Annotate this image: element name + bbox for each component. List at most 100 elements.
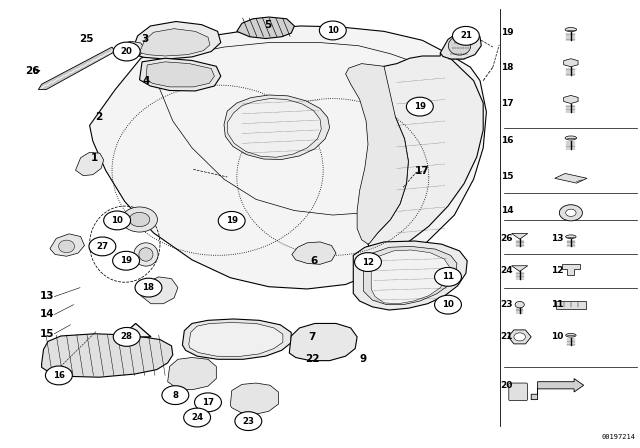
Text: 19: 19 — [414, 102, 426, 111]
Text: 26: 26 — [25, 66, 39, 76]
Text: 10: 10 — [442, 300, 454, 309]
Circle shape — [122, 207, 157, 232]
Text: 3: 3 — [141, 34, 149, 44]
Ellipse shape — [448, 36, 471, 55]
Polygon shape — [224, 95, 330, 159]
Text: 16: 16 — [500, 136, 513, 145]
Polygon shape — [346, 64, 408, 244]
Text: 23: 23 — [500, 300, 513, 309]
Text: 18: 18 — [143, 283, 154, 292]
Circle shape — [515, 302, 524, 308]
Ellipse shape — [565, 136, 577, 140]
Text: 28: 28 — [121, 332, 132, 341]
Circle shape — [514, 333, 525, 341]
Ellipse shape — [134, 243, 158, 266]
Circle shape — [406, 97, 433, 116]
Polygon shape — [38, 47, 115, 90]
Polygon shape — [182, 319, 291, 359]
Polygon shape — [292, 242, 336, 264]
Text: 13: 13 — [550, 234, 563, 243]
Polygon shape — [289, 323, 357, 361]
Text: 27: 27 — [97, 242, 108, 251]
Text: 15: 15 — [40, 329, 54, 339]
Polygon shape — [114, 41, 145, 58]
Text: 6: 6 — [310, 256, 317, 266]
Text: 24: 24 — [500, 266, 513, 275]
Circle shape — [104, 211, 131, 230]
Circle shape — [113, 251, 140, 270]
Polygon shape — [76, 152, 104, 176]
Polygon shape — [189, 323, 283, 357]
Polygon shape — [564, 59, 578, 67]
Polygon shape — [227, 99, 321, 157]
Polygon shape — [556, 301, 586, 309]
FancyBboxPatch shape — [509, 383, 527, 401]
Text: 20: 20 — [121, 47, 132, 56]
Text: 23: 23 — [243, 417, 254, 426]
Text: 22: 22 — [305, 354, 319, 364]
Ellipse shape — [566, 235, 576, 238]
Polygon shape — [237, 17, 294, 39]
Polygon shape — [168, 358, 216, 390]
Polygon shape — [440, 31, 481, 59]
Text: 13: 13 — [40, 291, 54, 301]
Polygon shape — [511, 266, 528, 271]
Circle shape — [184, 408, 211, 427]
Polygon shape — [531, 379, 584, 400]
Text: 15: 15 — [500, 172, 513, 181]
Text: 10: 10 — [550, 332, 563, 341]
Text: 21: 21 — [500, 332, 513, 341]
Circle shape — [355, 253, 381, 271]
Ellipse shape — [565, 27, 577, 31]
Ellipse shape — [139, 248, 153, 261]
Polygon shape — [131, 22, 221, 59]
Circle shape — [435, 295, 461, 314]
Circle shape — [113, 42, 140, 61]
Text: 21: 21 — [460, 31, 472, 40]
Polygon shape — [362, 53, 483, 251]
Circle shape — [319, 21, 346, 40]
Text: 00197214: 00197214 — [602, 434, 636, 440]
Text: 9: 9 — [360, 354, 367, 364]
Text: 25: 25 — [79, 34, 93, 44]
Text: 19: 19 — [120, 256, 132, 265]
Circle shape — [113, 327, 140, 346]
Polygon shape — [50, 234, 84, 256]
Text: 26: 26 — [500, 234, 513, 243]
Text: 4: 4 — [142, 76, 150, 86]
Text: 1: 1 — [91, 153, 99, 163]
Polygon shape — [511, 233, 528, 239]
Circle shape — [566, 209, 576, 216]
Ellipse shape — [59, 240, 74, 253]
Text: 7: 7 — [308, 332, 316, 342]
Text: 19: 19 — [226, 216, 237, 225]
Circle shape — [135, 278, 162, 297]
Text: 11: 11 — [550, 300, 563, 309]
Text: !: ! — [134, 330, 137, 335]
Circle shape — [162, 386, 189, 405]
Text: 10: 10 — [111, 216, 123, 225]
Polygon shape — [230, 383, 278, 414]
Circle shape — [218, 211, 245, 230]
Polygon shape — [364, 246, 457, 305]
Text: 5: 5 — [264, 20, 271, 30]
Text: 11: 11 — [442, 272, 454, 281]
Text: 2: 2 — [95, 112, 103, 122]
Polygon shape — [555, 173, 587, 183]
Circle shape — [435, 267, 461, 286]
Polygon shape — [508, 330, 531, 344]
Circle shape — [89, 237, 116, 256]
Polygon shape — [564, 95, 578, 103]
Text: 18: 18 — [500, 63, 513, 72]
Text: 17: 17 — [500, 99, 513, 108]
Circle shape — [235, 412, 262, 431]
Circle shape — [195, 393, 221, 412]
Polygon shape — [120, 323, 151, 337]
Polygon shape — [353, 241, 467, 310]
Text: 17: 17 — [202, 398, 214, 407]
Circle shape — [45, 366, 72, 385]
Polygon shape — [90, 26, 486, 289]
Text: 24: 24 — [191, 413, 203, 422]
Circle shape — [452, 26, 479, 45]
Ellipse shape — [566, 333, 576, 337]
